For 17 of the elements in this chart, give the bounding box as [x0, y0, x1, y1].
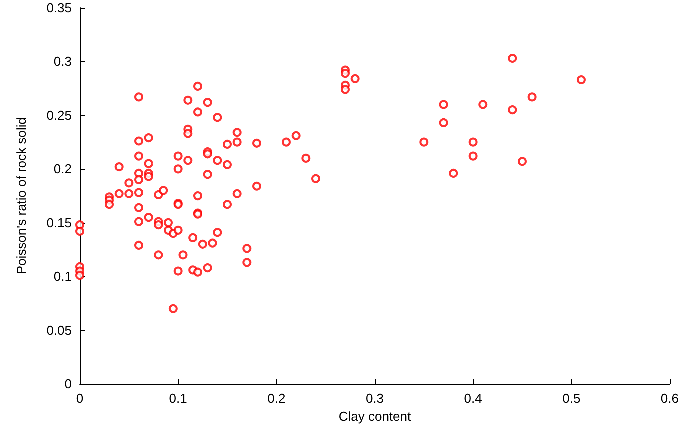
x-tick-label: 0.2 — [268, 391, 286, 406]
y-tick-label: 0.3 — [54, 54, 72, 70]
y-tick-label: 0.2 — [54, 162, 72, 177]
y-tick-label: 0.1 — [54, 269, 72, 284]
y-tick-label: 0.05 — [46, 322, 72, 338]
x-axis-title: Clay content — [338, 409, 412, 424]
x-tick-label: 0.5 — [562, 391, 581, 406]
x-tick-label: 0.6 — [660, 391, 680, 406]
y-tick-label: 0.35 — [46, 0, 72, 16]
x-tick-label: 0.4 — [464, 391, 482, 406]
y-tick-label: 0.25 — [46, 108, 72, 123]
y-tick-label: 0 — [64, 376, 72, 392]
x-tick-label: 0 — [76, 391, 84, 406]
x-tick-label: 0.1 — [169, 391, 188, 406]
y-tick-label: 0.15 — [46, 215, 72, 230]
x-tick-label: 0.3 — [366, 391, 384, 406]
y-axis-title: Poisson's ratio of rock solid — [14, 117, 29, 275]
